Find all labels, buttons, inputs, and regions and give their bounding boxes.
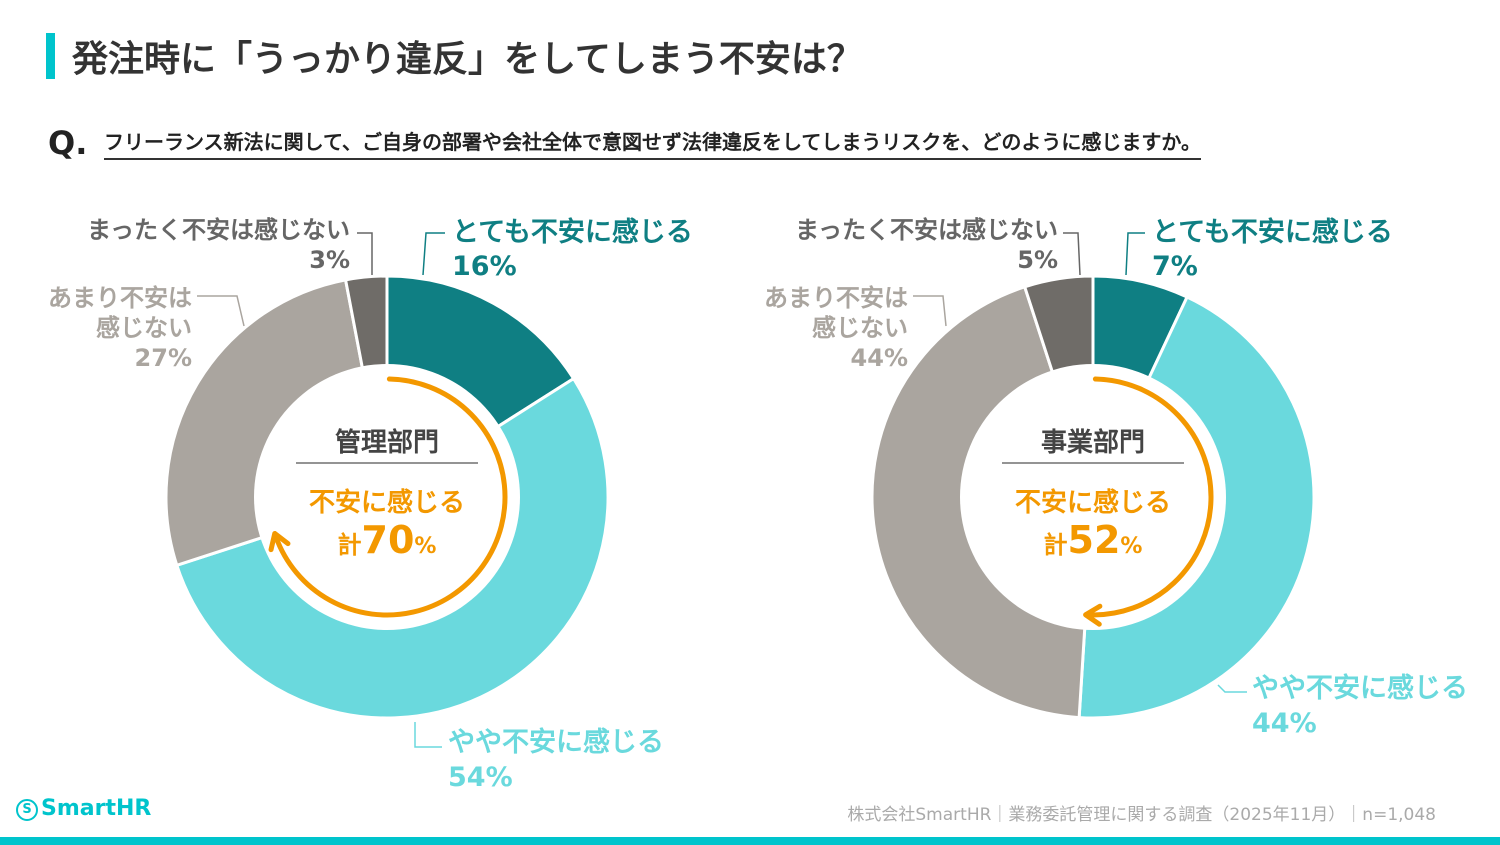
value-very-left: 16% bbox=[452, 251, 517, 282]
leader-line bbox=[1063, 232, 1081, 276]
question-text: フリーランス新法に関して、ご自身の部署や会社全体で意図せず法律違反をしてしまうリ… bbox=[104, 126, 1201, 160]
logo-text: SmartHR bbox=[41, 796, 152, 821]
total-prefix: 計 bbox=[337, 531, 362, 559]
value-somewhat-right: 44% bbox=[1252, 708, 1317, 739]
donut-hole bbox=[254, 364, 520, 630]
total-value: 70 bbox=[361, 518, 415, 562]
center-title-right: 事業部門 bbox=[1040, 428, 1145, 458]
label-not-at-all-left: まったく不安は感じない bbox=[86, 216, 350, 244]
label-not-very-right-2: 感じない bbox=[812, 314, 908, 342]
label-not-very-left-2: 感じない bbox=[96, 314, 192, 342]
leader-line bbox=[357, 232, 373, 275]
label-not-very-right-1: あまり不安は bbox=[764, 284, 908, 312]
logo-mark-icon: S bbox=[16, 799, 38, 821]
leader-line bbox=[422, 232, 445, 276]
value-not-very-left: 27% bbox=[134, 344, 192, 372]
label-somewhat-left: やや不安に感じる bbox=[448, 727, 664, 758]
footer-source: 株式会社SmartHR｜業務委託管理に関する調査（2025年11月）｜n=1,0… bbox=[847, 805, 1436, 825]
center-sub-left: 不安に感じる bbox=[308, 488, 465, 518]
center-total-left: 計70% bbox=[277, 518, 497, 562]
leader-line bbox=[197, 295, 245, 327]
donut-hole bbox=[960, 364, 1226, 630]
leader-line bbox=[1217, 684, 1247, 693]
label-not-very-left-1: あまり不安は bbox=[48, 284, 192, 312]
total-arrowhead bbox=[1083, 603, 1103, 627]
label-not-at-all-right: まったく不安は感じない bbox=[794, 216, 1058, 244]
value-very-right: 7% bbox=[1152, 251, 1198, 282]
page-title: 発注時に「うっかり違反」をしてしまう不安は？ bbox=[72, 39, 863, 80]
leader-line bbox=[1125, 232, 1145, 276]
label-very-right: とても不安に感じる bbox=[1152, 217, 1393, 248]
center-total-right: 計52% bbox=[983, 518, 1203, 562]
leader-line bbox=[913, 295, 947, 327]
title-accent-bar bbox=[46, 33, 55, 79]
total-prefix: 計 bbox=[1043, 531, 1068, 559]
smarthr-logo: S SmartHR bbox=[16, 796, 151, 821]
leader-line bbox=[414, 722, 442, 748]
center-title-left: 管理部門 bbox=[334, 428, 439, 458]
total-value: 52 bbox=[1067, 518, 1121, 562]
value-not-at-all-left: 3% bbox=[309, 246, 350, 274]
center-sub-right: 不安に感じる bbox=[1014, 488, 1171, 518]
value-not-very-right: 44% bbox=[850, 344, 908, 372]
total-unit: % bbox=[414, 534, 437, 559]
label-very-left: とても不安に感じる bbox=[452, 217, 693, 248]
total-arrowhead bbox=[268, 530, 291, 553]
value-not-at-all-right: 5% bbox=[1017, 246, 1058, 274]
bottom-accent-bar bbox=[0, 837, 1500, 845]
total-arc bbox=[1086, 376, 1214, 618]
total-unit: % bbox=[1120, 534, 1143, 559]
value-somewhat-left: 54% bbox=[448, 762, 513, 793]
total-arc bbox=[273, 376, 508, 618]
question-mark: Q. bbox=[48, 124, 88, 162]
label-somewhat-right: やや不安に感じる bbox=[1252, 673, 1468, 704]
